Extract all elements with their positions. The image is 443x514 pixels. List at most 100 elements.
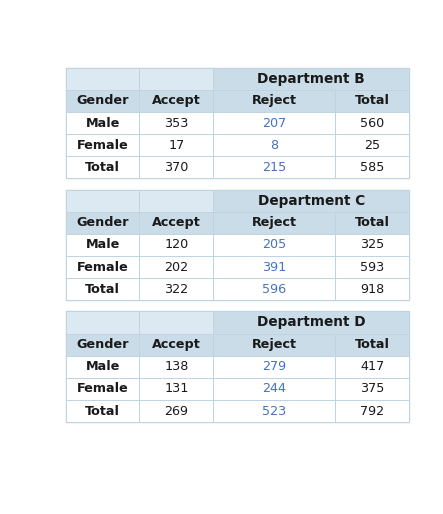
Bar [335, 156, 409, 178]
Text: 215: 215 [262, 161, 286, 174]
Text: Total: Total [354, 338, 389, 351]
Bar [66, 234, 140, 256]
Bar [140, 90, 213, 112]
Bar [140, 68, 213, 90]
Bar [335, 400, 409, 422]
Bar [213, 68, 409, 90]
Bar [213, 256, 335, 278]
Bar [66, 68, 140, 90]
Text: 202: 202 [164, 261, 188, 273]
Bar [213, 234, 335, 256]
Text: Male: Male [85, 117, 120, 130]
Bar [335, 234, 409, 256]
Text: Total: Total [354, 95, 389, 107]
Text: 792: 792 [360, 405, 384, 418]
Text: 25: 25 [364, 139, 380, 152]
Text: Accept: Accept [152, 216, 201, 229]
Text: 205: 205 [262, 238, 286, 251]
Bar [140, 278, 213, 300]
Text: Accept: Accept [152, 338, 201, 351]
Text: 244: 244 [262, 382, 286, 395]
Bar [335, 256, 409, 278]
Text: Department B: Department B [257, 71, 365, 86]
Text: 120: 120 [164, 238, 189, 251]
Bar [335, 134, 409, 156]
Text: 585: 585 [360, 161, 384, 174]
Text: 138: 138 [164, 360, 189, 373]
Text: 279: 279 [262, 360, 286, 373]
Text: Total: Total [85, 161, 120, 174]
Bar [140, 190, 213, 212]
Text: Reject: Reject [252, 216, 297, 229]
Bar [66, 190, 140, 212]
Bar [213, 400, 335, 422]
Text: Female: Female [77, 261, 128, 273]
Text: 17: 17 [168, 139, 185, 152]
Bar [66, 134, 140, 156]
Text: Reject: Reject [252, 95, 297, 107]
Text: Total: Total [354, 216, 389, 229]
Text: 353: 353 [164, 117, 189, 130]
Bar [66, 212, 140, 234]
Bar [66, 311, 409, 422]
Text: Department C: Department C [257, 194, 365, 208]
Text: Gender: Gender [76, 216, 129, 229]
Bar [140, 400, 213, 422]
Bar [66, 278, 140, 300]
Bar [140, 134, 213, 156]
Bar [335, 278, 409, 300]
Text: 560: 560 [360, 117, 384, 130]
Bar [213, 134, 335, 156]
Text: 131: 131 [164, 382, 189, 395]
Text: Female: Female [77, 382, 128, 395]
Text: 523: 523 [262, 405, 286, 418]
Bar [140, 378, 213, 400]
Text: Female: Female [77, 139, 128, 152]
Text: Male: Male [85, 238, 120, 251]
Bar [66, 156, 140, 178]
Text: Gender: Gender [76, 338, 129, 351]
Bar [66, 256, 140, 278]
Bar [140, 334, 213, 356]
Text: Reject: Reject [252, 338, 297, 351]
Bar [213, 311, 409, 334]
Text: 207: 207 [262, 117, 286, 130]
Bar [335, 112, 409, 134]
Bar [66, 356, 140, 378]
Text: Total: Total [85, 283, 120, 296]
Bar [66, 334, 140, 356]
Text: 918: 918 [360, 283, 384, 296]
Bar [66, 400, 140, 422]
Text: 417: 417 [360, 360, 384, 373]
Bar [335, 356, 409, 378]
Bar [66, 311, 140, 334]
Bar [140, 212, 213, 234]
Bar [213, 156, 335, 178]
Bar [335, 334, 409, 356]
Bar [140, 311, 213, 334]
Bar [335, 212, 409, 234]
Text: 375: 375 [360, 382, 384, 395]
Text: 370: 370 [164, 161, 189, 174]
Bar [140, 234, 213, 256]
Text: 391: 391 [262, 261, 286, 273]
Bar [213, 356, 335, 378]
Bar [213, 278, 335, 300]
Bar [335, 378, 409, 400]
Bar [213, 90, 335, 112]
Bar [213, 212, 335, 234]
Bar [140, 356, 213, 378]
Text: 325: 325 [360, 238, 384, 251]
Bar [66, 378, 140, 400]
Text: 593: 593 [360, 261, 384, 273]
Bar [335, 90, 409, 112]
Bar [213, 378, 335, 400]
Text: Gender: Gender [76, 95, 129, 107]
Text: Total: Total [85, 405, 120, 418]
Bar [66, 68, 409, 178]
Text: Department D: Department D [257, 316, 365, 329]
Bar [66, 112, 140, 134]
Text: Male: Male [85, 360, 120, 373]
Bar [213, 112, 335, 134]
Bar [140, 112, 213, 134]
